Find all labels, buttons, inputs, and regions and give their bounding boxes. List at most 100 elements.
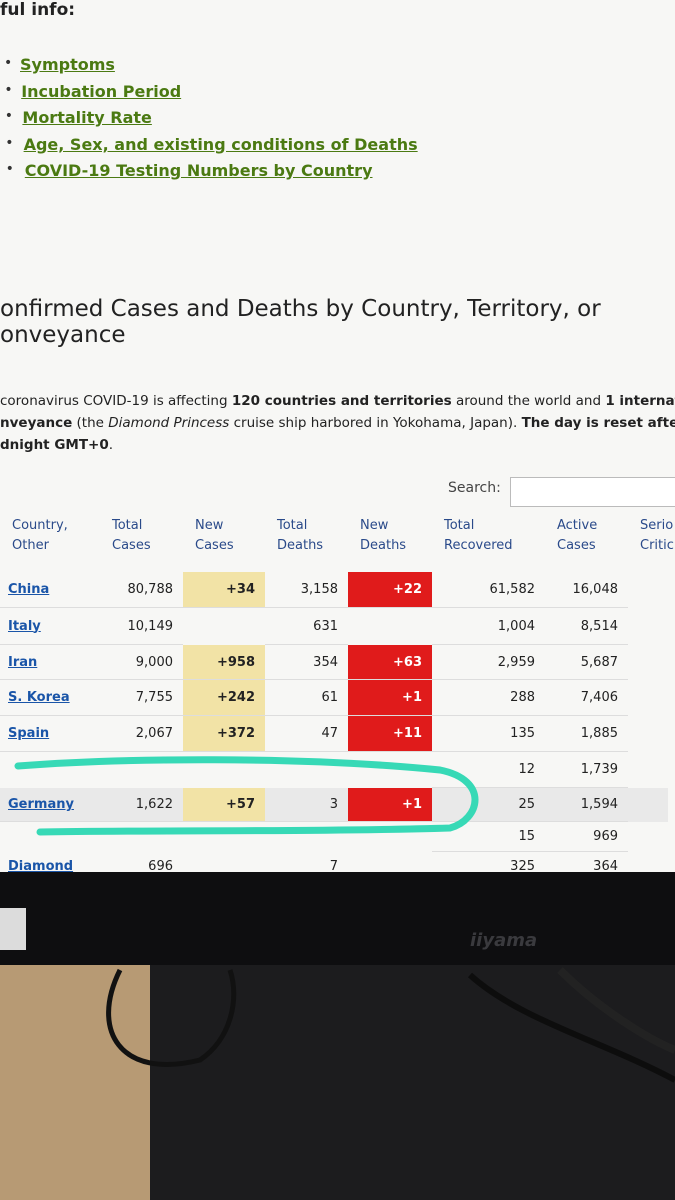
table-cell[interactable]: Diamond	[0, 852, 100, 872]
table-cell: 7,755	[100, 680, 183, 716]
table-cell: 2,067	[100, 716, 183, 752]
screen: ful info: • Symptoms • Incubation Period • Mo…	[0, 0, 675, 872]
column-header: Total Cases	[112, 516, 151, 556]
header-line: Recovered	[444, 538, 513, 553]
table-cell: +1	[348, 788, 432, 822]
header-line: Active	[557, 518, 598, 533]
header-line: Critic	[640, 538, 674, 553]
table-cell: +34	[183, 572, 265, 608]
intro-text: .	[108, 437, 114, 453]
link[interactable]: Symptoms	[20, 55, 115, 74]
intro-text: (the	[72, 415, 109, 431]
bullet: •	[5, 161, 14, 177]
table-cell: 12	[432, 752, 545, 788]
table-cell[interactable]: Iran	[0, 645, 100, 680]
header-line: Cases	[112, 538, 151, 553]
header-line: Deaths	[360, 538, 407, 553]
column-header: Total Deaths	[277, 516, 323, 556]
table-cell: +57	[183, 788, 265, 822]
table-cell: 61	[265, 680, 348, 716]
table-cell[interactable]: Italy	[0, 608, 100, 645]
table-cell: 325	[432, 852, 545, 872]
bullet: •	[4, 55, 13, 71]
bullet: •	[4, 81, 13, 98]
table-cell: 3	[265, 788, 348, 822]
table-cell[interactable]: S. Korea	[0, 680, 100, 716]
header-line: Other	[12, 538, 49, 553]
intro-text: around the world and	[451, 393, 606, 409]
table-cell[interactable]: Spain	[0, 716, 100, 752]
intro-text: cruise ship harbored in Yokohama, Japan)…	[229, 415, 522, 431]
table-cell: 354	[265, 645, 348, 680]
table-cell: 16,048	[545, 572, 628, 608]
link[interactable]: Mortality Rate	[22, 108, 152, 127]
table-cell: +242	[183, 680, 265, 716]
header-line: Cases	[195, 538, 234, 553]
link[interactable]: Incubation Period	[21, 81, 182, 101]
header-line: Cases	[557, 538, 596, 553]
intro-line: nveyance (the Diamond Princess cruise sh…	[0, 415, 675, 431]
table-cell: 15	[432, 822, 545, 852]
bullet: •	[5, 134, 14, 151]
intro-text: 1 internationa	[605, 393, 675, 409]
table-cell: +958	[183, 645, 265, 680]
table-cell: +11	[348, 716, 432, 752]
monitor-brand: iiyama	[470, 930, 538, 951]
intro-text: Diamond Princess	[108, 415, 230, 431]
table-cell: 10,149	[100, 608, 183, 645]
table-cell: 1,739	[545, 752, 628, 788]
intro-text: The day is reset after	[521, 415, 675, 431]
intro-line: coronavirus COVID-19 is affecting 120 co…	[0, 393, 675, 409]
table-cell: 1,622	[100, 788, 183, 822]
header-line: Total	[112, 518, 143, 533]
table-cell[interactable]: Germany	[0, 788, 100, 822]
table-cell: +372	[183, 716, 265, 752]
table-cell: 288	[432, 680, 545, 716]
header-line: Country,	[12, 518, 68, 533]
table-cell: 364	[545, 852, 628, 872]
table-cell: 135	[432, 716, 545, 752]
table-cell: 25	[432, 788, 545, 822]
section-title: onveyance	[0, 322, 126, 348]
link[interactable]: Age, Sex, and existing conditions of Dea…	[23, 134, 418, 154]
intro-text: coronavirus COVID-19 is affecting	[0, 393, 232, 409]
row-highlight	[0, 788, 668, 822]
bullet: •	[4, 108, 14, 124]
link[interactable]: COVID-19 Testing Numbers by Country	[24, 161, 373, 180]
column-header: Total Recovered	[444, 516, 513, 556]
column-header: Country, Other	[12, 516, 68, 556]
table-cell: +1	[348, 680, 432, 716]
header-line: Total	[444, 518, 475, 533]
table-cell: 47	[265, 716, 348, 752]
column-header: Serio Critic	[640, 516, 674, 556]
search-input[interactable]	[510, 477, 675, 507]
column-header: Active Cases	[557, 516, 597, 556]
intro-text: dnight GMT+0	[0, 437, 109, 453]
table-cell: 1,594	[545, 788, 628, 822]
table-cell: 696	[100, 852, 183, 872]
info-heading: ful info:	[0, 0, 76, 20]
search-label: Search:	[448, 480, 501, 496]
table-cell: 9,000	[100, 645, 183, 680]
table-cell: 8,514	[545, 608, 628, 645]
table-cell: 1,004	[432, 608, 545, 645]
table-cell: 7	[265, 852, 348, 872]
table-cell: 631	[265, 608, 348, 645]
header-line: Total	[277, 518, 308, 533]
table-cell: 1,885	[545, 716, 628, 752]
intro-line: dnight GMT+0.	[0, 437, 113, 453]
column-header: New Cases	[195, 516, 234, 556]
section-title: onfirmed Cases and Deaths by Country, Te…	[0, 296, 601, 322]
table-cell: 61,582	[432, 572, 545, 608]
header-line: New	[360, 518, 389, 533]
table-cell[interactable]: China	[0, 572, 100, 608]
table-cell: +22	[348, 572, 432, 608]
header-line: New	[195, 518, 224, 533]
header-line: Deaths	[277, 538, 324, 553]
header-line: Serio	[640, 518, 674, 533]
intro-text: nveyance	[0, 415, 73, 431]
table-cell: 2,959	[432, 645, 545, 680]
table-cell: 3,158	[265, 572, 348, 608]
